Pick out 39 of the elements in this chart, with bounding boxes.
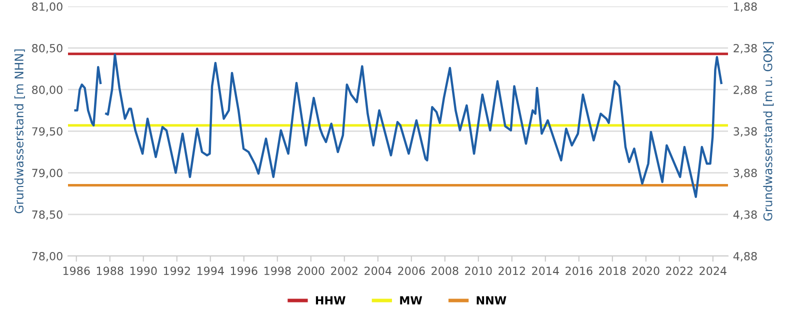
y-tick-label: 79,00 [32, 168, 62, 178]
y2-tick-label: 3,88 [734, 168, 757, 178]
x-tick-label: 2010 [465, 266, 492, 276]
x-tick-label: 2022 [666, 266, 692, 276]
x-tick-label: 1988 [96, 266, 124, 276]
y-tick-label: 78,00 [32, 252, 62, 262]
y-tick-label: 78,50 [32, 210, 62, 220]
y2-tick-label: 1,88 [734, 2, 757, 12]
y2-tick-label: 3,38 [734, 127, 757, 137]
x-tick-label: 2016 [566, 266, 592, 276]
x-tick-label: 2014 [532, 266, 559, 276]
x-tick-label: 2004 [364, 266, 392, 276]
legend-label: HHW [316, 296, 346, 304]
x-tick-label: 2020 [632, 266, 660, 276]
y-tick-label: 80,50 [32, 44, 62, 54]
legend-label: NNW [476, 296, 506, 304]
x-tick-label: 1990 [130, 266, 157, 276]
y-tick-label: 79,50 [32, 127, 62, 137]
x-tick-label: 2002 [331, 266, 358, 276]
legend-label: MW [400, 296, 422, 304]
x-tick-label: 2012 [498, 266, 525, 276]
y2-tick-label: 2,88 [734, 86, 757, 96]
x-tick-label: 2008 [432, 266, 458, 276]
x-tick-label: 1996 [230, 266, 258, 276]
y-tick-label: 81,00 [32, 2, 62, 12]
y-tick-label: 80,00 [32, 86, 62, 96]
x-tick-label: 1992 [164, 266, 190, 276]
x-tick-label: 1994 [197, 266, 224, 276]
y2-tick-label: 4,88 [733, 252, 757, 262]
y2-tick-label: 2,38 [734, 44, 757, 54]
x-tick-label: 2000 [298, 266, 324, 276]
x-tick-label: 2006 [398, 266, 425, 276]
x-tick-label: 2024 [700, 266, 726, 276]
x-tick-label: 1998 [264, 266, 291, 276]
y2-tick-label: 4,38 [733, 210, 757, 220]
x-tick-label: 2018 [599, 266, 626, 276]
x-tick-label: 1986 [63, 266, 90, 276]
y2-axis-title: Grundwasserstand [m u. GOK] [763, 42, 774, 221]
y-axis-title: Grundwasserstand [m NHN] [14, 49, 25, 214]
